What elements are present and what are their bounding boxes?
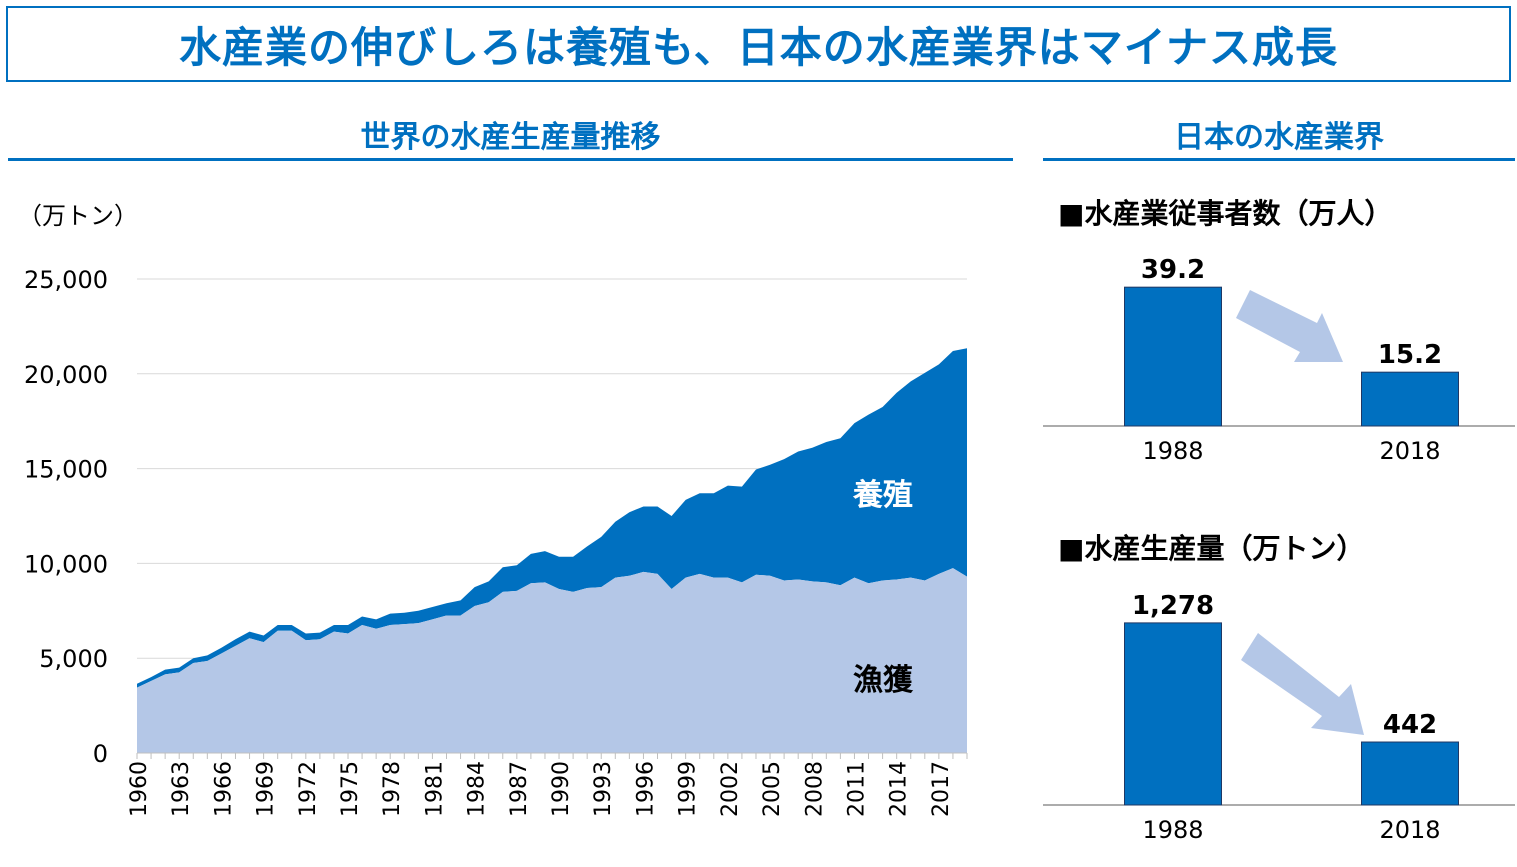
x-tick-label: 1984 [465, 761, 490, 817]
right-section-title: 日本の水産業界 [1174, 120, 1384, 155]
x-tick-label: 1981 [422, 761, 447, 817]
x-tick-label: 1978 [380, 761, 405, 817]
x-tick-label: 1996 [633, 761, 658, 817]
workers-trend-arrow [1236, 290, 1343, 362]
x-tick-label: 1993 [591, 761, 616, 817]
production-category-label: 1988 [1142, 816, 1203, 844]
production-trend-arrow [1241, 633, 1364, 735]
x-tick-label: 2005 [760, 761, 785, 817]
y-tick-label: 5,000 [39, 645, 108, 673]
x-tick-label: 2014 [887, 761, 912, 817]
production-value-label: 1,278 [1132, 591, 1214, 621]
x-tick-label: 2008 [802, 761, 827, 817]
x-tick-label: 1963 [169, 761, 194, 817]
area-series-capture [137, 568, 967, 753]
x-tick-label: 1972 [296, 761, 321, 817]
area-label-capture: 漁獲 [853, 663, 914, 698]
x-tick-label: 1960 [127, 761, 152, 817]
workers-chart-title: ■水産業従事者数（万人） [1058, 197, 1393, 230]
area-label-aquaculture: 養殖 [852, 478, 913, 513]
y-tick-label: 0 [93, 740, 108, 768]
production-value-label: 442 [1383, 710, 1437, 740]
y-unit-label: （万トン） [18, 202, 138, 230]
x-tick-label: 2002 [718, 761, 743, 817]
workers-bar [1124, 286, 1222, 427]
header-title-box: 水産業の伸びしろは養殖も、日本の水産業界はマイナス成長 [6, 6, 1511, 82]
x-tick-label: 1999 [676, 761, 701, 817]
y-tick-label: 10,000 [24, 550, 108, 578]
workers-value-label: 15.2 [1378, 340, 1442, 370]
area-series-aquaculture [137, 348, 967, 688]
workers-category-label: 2018 [1379, 437, 1440, 465]
production-category-label: 2018 [1379, 816, 1440, 844]
x-tick-label: 2011 [844, 761, 869, 817]
right-section-rule [1043, 158, 1515, 161]
workers-category-label: 1988 [1142, 437, 1203, 465]
left-section-title: 世界の水産生産量推移 [360, 120, 661, 155]
workers-bar [1361, 371, 1459, 427]
workers-value-label: 39.2 [1141, 255, 1205, 285]
x-tick-label: 1969 [254, 761, 279, 817]
left-section-rule [8, 158, 1013, 161]
x-tick-label: 1990 [549, 761, 574, 817]
x-tick-label: 2017 [929, 761, 954, 817]
x-tick-label: 1987 [507, 761, 532, 817]
y-tick-label: 25,000 [24, 266, 108, 294]
y-tick-label: 15,000 [24, 456, 108, 484]
production-bar [1124, 622, 1222, 806]
production-bar [1361, 741, 1459, 806]
x-tick-label: 1975 [338, 761, 363, 817]
production-chart-title: ■水産生産量（万トン） [1058, 532, 1365, 565]
page-title: 水産業の伸びしろは養殖も、日本の水産業界はマイナス成長 [179, 22, 1338, 72]
y-tick-label: 20,000 [24, 361, 108, 389]
x-tick-label: 1966 [211, 761, 236, 817]
